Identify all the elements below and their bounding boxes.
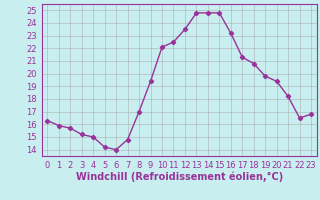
X-axis label: Windchill (Refroidissement éolien,°C): Windchill (Refroidissement éolien,°C) xyxy=(76,171,283,182)
